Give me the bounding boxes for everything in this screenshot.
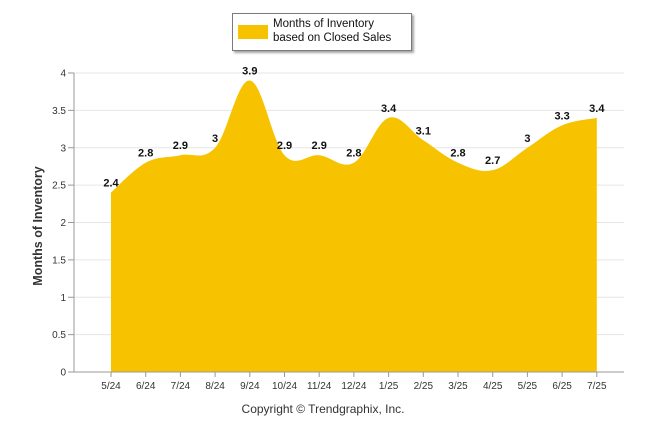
data-label: 3.1 [416, 125, 431, 137]
axes [68, 72, 624, 377]
legend-swatch [238, 25, 268, 39]
x-tick-label: 1/25 [379, 381, 399, 392]
data-label: 2.4 [103, 178, 119, 190]
data-label: 2.8 [138, 148, 153, 160]
data-label: 3 [212, 133, 218, 145]
x-tick-label: 4/25 [483, 381, 503, 392]
x-tick-labels: 5/24 6/24 7/24 8/24 9/24 10/24 11/24 12/24 1/25 2… [101, 381, 607, 392]
data-label: 2.7 [485, 155, 500, 167]
data-label: 2.9 [277, 140, 292, 152]
y-tick-label: 2 [60, 218, 66, 229]
x-tick-label: 9/24 [240, 381, 260, 392]
series-area [110, 80, 597, 373]
y-tick-label: 1 [60, 293, 66, 304]
y-tick-label: 3 [60, 143, 66, 154]
x-tick-label: 10/24 [272, 381, 297, 392]
area-series-path[interactable] [111, 80, 597, 373]
x-tick-label: 8/24 [205, 381, 225, 392]
x-tick-label: 6/24 [136, 381, 156, 392]
data-label: 3 [524, 133, 530, 145]
copyright-text: Copyright © Trendgraphix, Inc. [241, 402, 405, 416]
y-axis-title: Months of Inventory [31, 166, 45, 285]
data-label: 3.3 [554, 110, 569, 122]
x-tick-label: 7/25 [587, 381, 607, 392]
legend[interactable]: Months of Inventory based on Closed Sale… [232, 13, 412, 51]
data-labels: 2.4 2.8 2.9 3 3.9 2.9 2.9 2.8 3.4 3.1 2.8 2.7 3 3.3 3.… [103, 65, 605, 189]
x-tick-label: 2/25 [414, 381, 434, 392]
y-tick-label: 0 [60, 368, 66, 379]
y-tick-labels: 0 0.5 1 1.5 2 2.5 3 3.5 4 [52, 69, 66, 379]
data-label: 2.9 [312, 140, 327, 152]
data-label: 3.9 [242, 65, 257, 77]
data-label: 3.4 [381, 103, 397, 115]
legend-label: Months of Inventory based on Closed Sale… [273, 18, 392, 44]
x-tick-label: 5/24 [101, 381, 121, 392]
y-tick-label: 2.5 [52, 181, 66, 192]
x-tick-label: 11/24 [307, 381, 332, 392]
data-label: 2.8 [450, 148, 465, 160]
data-label: 3.4 [589, 103, 605, 115]
data-label: 2.8 [346, 148, 361, 160]
x-tick-label: 5/25 [518, 381, 538, 392]
data-label: 2.9 [173, 140, 188, 152]
y-tick-label: 1.5 [52, 255, 66, 266]
y-tick-label: 0.5 [52, 330, 66, 341]
y-tick-label: 4 [60, 69, 66, 80]
x-tick-label: 7/24 [171, 381, 191, 392]
x-tick-label: 3/25 [448, 381, 468, 392]
x-tick-label: 6/25 [552, 381, 572, 392]
y-tick-label: 3.5 [52, 106, 66, 117]
x-tick-label: 12/24 [341, 381, 366, 392]
